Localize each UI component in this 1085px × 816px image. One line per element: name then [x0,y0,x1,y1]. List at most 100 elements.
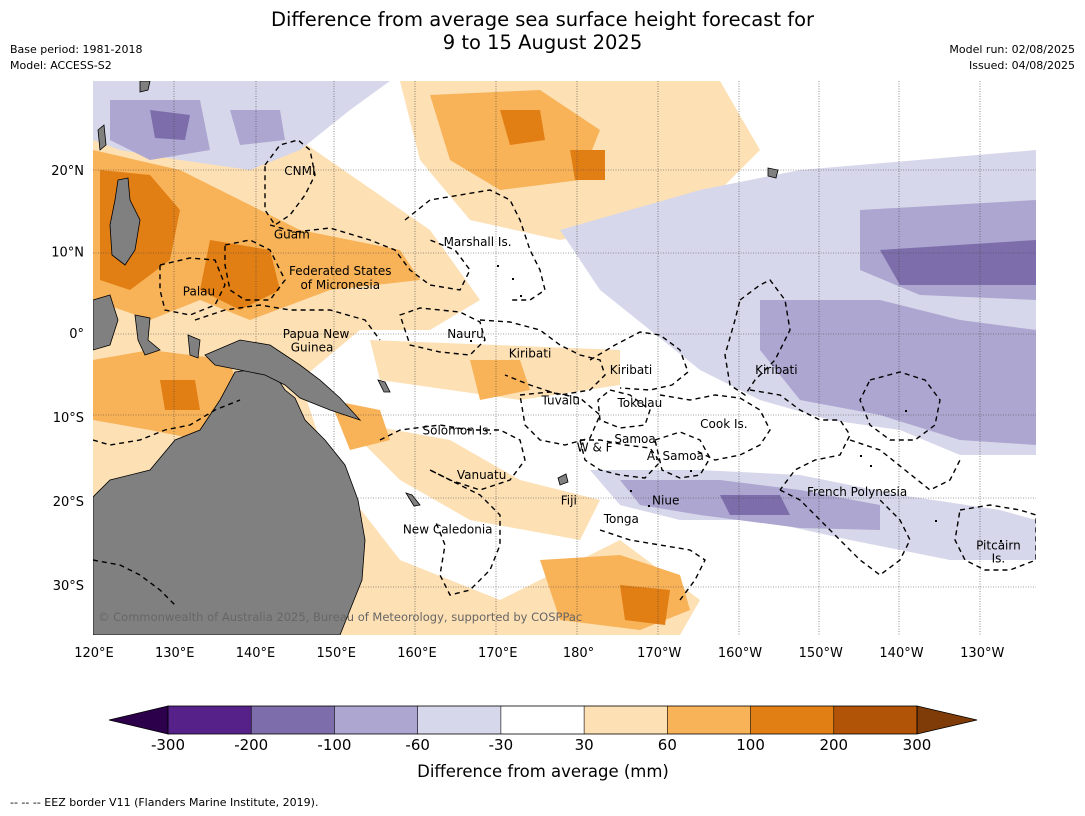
fiji-islands [557,473,569,486]
metadata-right: Model run: 02/08/2025 Issued: 04/08/2025 [949,42,1075,74]
issued-date: Issued: 04/08/2025 [968,59,1075,72]
sulawesi [134,314,161,356]
longitude-tick-labels: 120°E 130°E 140°E 150°E 160°E 170°E 180° 170°W 1… [74,646,1004,661]
colorbar-tick-label: -30 [489,736,514,754]
hawaii-islands [767,167,779,179]
place-label: CNMI [284,164,315,178]
colorbar-tick-label: -300 [151,736,185,754]
colorbar-segment [750,706,834,734]
place-label: Kiribati [509,346,551,360]
longitude-tick-label: 170°W [637,646,681,661]
colorbar-over-arrow [916,705,978,735]
philippines [109,177,141,266]
map-title-line1: Difference from average sea surface heig… [270,8,815,31]
halmahera [187,334,201,359]
place-label: New Caledonia [403,523,493,537]
latitude-tick-label: 10°N [51,246,84,261]
graticule [93,81,1036,635]
longitude-tick-label: 130°W [960,646,1004,661]
australia [93,367,366,635]
metadata-left: Base period: 1981-2018 Model: ACCESS-S2 [10,42,142,74]
eez-borders [93,139,1036,606]
place-label: Tuvalu [540,393,580,407]
longitude-tick-label: 150°E [316,646,356,661]
colorbar-segment [168,706,252,734]
place-label: W & F [577,440,613,454]
japan-islands [139,81,151,93]
place-label: Guinea [291,340,334,354]
model-run-date: Model run: 02/08/2025 [949,43,1075,56]
anomaly-field-negative [93,81,1036,560]
place-label: Vanuatu [457,468,507,482]
eez-legend-note: -- -- -- EEZ border V11 (Flanders Marine… [10,796,319,809]
place-label: Niue [652,493,679,507]
place-label: Solomon Is. [423,424,493,438]
latitude-tick-labels: 20°N 10°N 0° 10°S 20°S 30°S [51,164,84,594]
longitude-tick-label: 180° [563,646,594,661]
place-label: Papua New [283,327,350,341]
place-label: Kiribati [755,363,797,377]
place-label: Cook Is. [700,417,747,431]
colorbar-segment [251,706,335,734]
place-label: French Polynesia [807,485,907,499]
small-islands [470,265,1002,542]
longitude-tick-label: 150°W [799,646,843,661]
colorbar-label: Difference from average (mm) [417,762,669,781]
longitude-tick-label: 120°E [74,646,114,661]
map-area: © Commonwealth of Australia 2025, Bureau… [93,81,1036,635]
place-label: Palau [183,285,215,299]
place-label: Samoa [614,432,655,446]
place-label: Guam [274,228,310,242]
place-label: Tokelau [616,396,662,410]
place-label: Kiribati [610,363,652,377]
colorbar-segment [334,706,418,734]
latitude-tick-label: 0° [69,327,84,342]
colorbar-tick-label: 200 [819,736,848,754]
borneo [93,294,119,351]
longitude-tick-label: 140°E [236,646,276,661]
new-caledonia [405,492,421,507]
place-label: Marshall Is. [444,235,512,249]
colorbar-tick-label: 60 [658,736,677,754]
longitude-tick-label: 160°W [718,646,762,661]
colorbar-tick-label: 100 [736,736,765,754]
place-label: Tonga [603,512,639,526]
land-masses [93,81,779,635]
place-label: Fiji [561,493,577,507]
colorbar: -300 -200 -100 -60 -30 30 60 100 200 300 [108,705,978,754]
colorbar-tick-label: 30 [575,736,594,754]
latitude-tick-label: 20°N [51,164,84,179]
place-label: Is. [992,551,1006,565]
copyright-text: © Commonwealth of Australia 2025, Bureau… [98,610,582,624]
taiwan [97,124,107,151]
latitude-tick-label: 10°S [53,411,84,426]
longitude-tick-label: 140°W [879,646,923,661]
place-label: A. Samoa [647,449,704,463]
colorbar-segment [667,706,751,734]
colorbar-tick-label: 300 [903,736,932,754]
colorbar-tick-label: -100 [317,736,351,754]
solomon-islands [377,379,391,393]
place-label: Federated States [289,264,391,278]
colorbar-segment [833,706,917,734]
colorbar-tick-label: -200 [234,736,268,754]
latitude-tick-label: 30°S [53,579,84,594]
colorbar-segment [584,706,668,734]
colorbar-segment [417,706,501,734]
colorbar-under-arrow [108,705,169,735]
new-guinea [204,339,362,421]
model-name: Model: ACCESS-S2 [10,59,112,72]
place-label: Nauru [447,327,483,341]
longitude-tick-label: 160°E [397,646,437,661]
latitude-tick-label: 20°S [53,495,84,510]
colorbar-tick-label: -60 [405,736,430,754]
longitude-tick-label: 130°E [155,646,195,661]
place-label: Pitcairn [976,539,1021,553]
longitude-tick-label: 170°E [478,646,518,661]
map-title-line2: 9 to 15 August 2025 [442,31,643,54]
base-period: Base period: 1981-2018 [10,43,143,56]
place-label: of Micronesia [300,278,380,292]
colorbar-segment [500,706,585,734]
